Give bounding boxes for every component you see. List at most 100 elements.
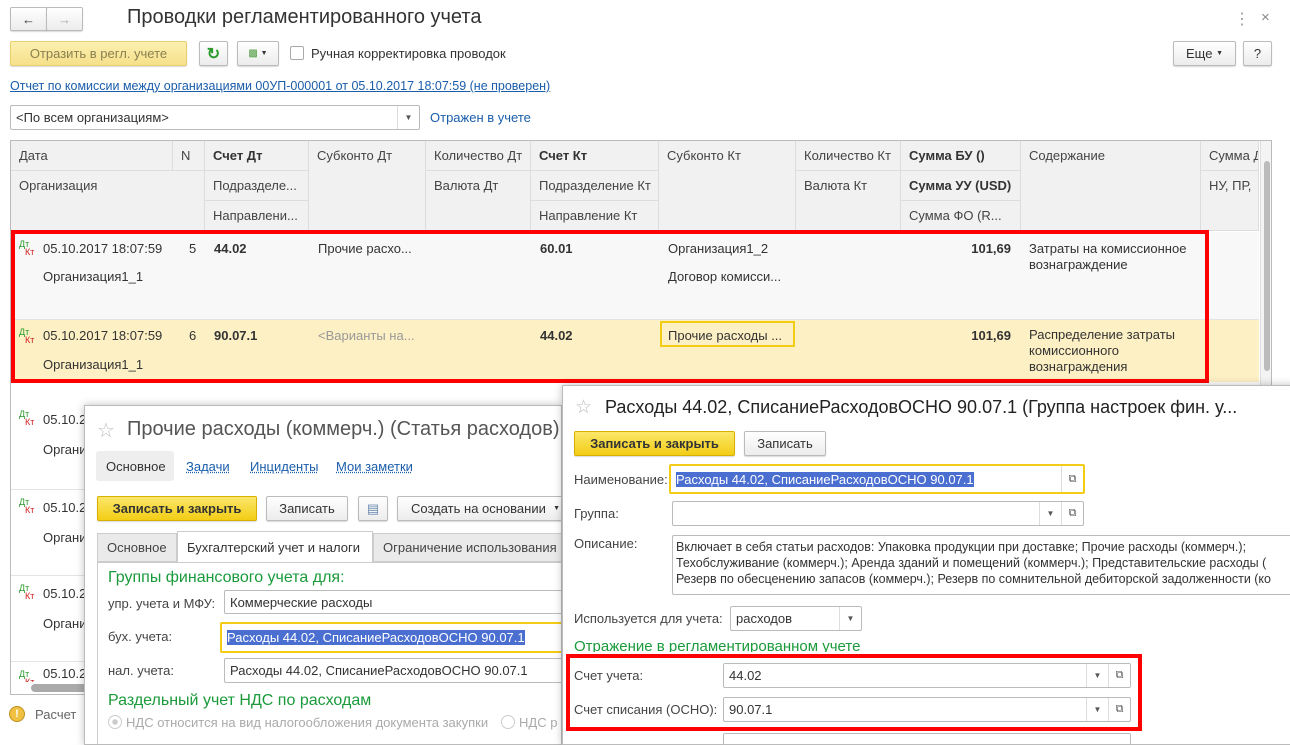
col-dept-kt[interactable]: Подразделение Кт <box>531 171 659 201</box>
save-close-button[interactable]: Записать и закрыть <box>574 431 735 456</box>
mgmt-field[interactable]: Коммерческие расходы <box>224 590 561 614</box>
col-sum-uu[interactable]: Сумма УУ (USD) <box>901 171 1021 201</box>
favorite-star-icon[interactable]: ☆ <box>575 397 593 418</box>
account-field-value: 44.02 <box>729 668 762 683</box>
radio-vat-doc[interactable] <box>108 715 122 729</box>
tab-accounting[interactable]: Бухгалтерский учет и налоги <box>177 531 373 563</box>
col-sum-d[interactable]: Сумма Д <box>1201 141 1259 171</box>
row-subk-kt: Организация1_2 <box>668 241 769 256</box>
tab-panel <box>97 562 561 744</box>
copy-icon: ▩ <box>248 48 258 59</box>
save-close-button[interactable]: Записать и закрыть <box>97 496 257 521</box>
col-cur-kt[interactable]: Валюта Кт <box>796 171 901 231</box>
col-acc-kt[interactable]: Счет Кт <box>531 141 659 171</box>
open-icon[interactable]: ⧉ <box>1061 502 1083 525</box>
row-n: 5 <box>189 241 197 256</box>
col-subk-dt[interactable]: Субконто Дт <box>309 141 426 231</box>
col-org[interactable]: Организация <box>11 171 205 231</box>
save-button[interactable]: Записать <box>266 496 348 521</box>
col-qty-kt[interactable]: Количество Кт <box>796 141 901 171</box>
radio-vat-other-label: НДС р <box>519 715 558 730</box>
copy-menu-button[interactable]: ▩ ▼ <box>237 41 279 66</box>
dt-kt-icon: Дт Кт <box>19 669 35 683</box>
col-cur-dt[interactable]: Валюта Дт <box>426 171 531 231</box>
col-sum-fo[interactable]: Сумма ФО (R... <box>901 201 1021 231</box>
nav-tasks[interactable]: Задачи <box>186 459 230 474</box>
table-row[interactable]: Дт Кт 05.10.2017 18:07:59 5 44.02 Прочие … <box>11 232 1259 320</box>
row-subk-dt: Прочие расхо... <box>318 241 412 256</box>
col-acc-dt[interactable]: Счет Дт <box>205 141 309 171</box>
forward-button[interactable]: → <box>46 7 83 31</box>
favorite-star-icon[interactable]: ☆ <box>97 420 115 442</box>
manual-correction-label: Ручная корректировка проводок <box>311 46 506 61</box>
col-qty-dt[interactable]: Количество Дт <box>426 141 531 171</box>
dt-kt-icon: Дт Кт <box>19 497 35 515</box>
nav-main[interactable]: Основное <box>96 451 174 481</box>
group-field[interactable]: ▼ ⧉ <box>672 501 1084 526</box>
tab-main[interactable]: Основное <box>97 533 177 562</box>
desc-line: Резерв по обесценению запасов (коммерч.)… <box>676 572 1271 586</box>
col-date[interactable]: Дата <box>11 141 173 171</box>
col-nu[interactable]: НУ, ПР, <box>1201 171 1259 231</box>
name-label: Наименование: <box>574 472 668 487</box>
row-sum: 101,69 <box>971 328 1011 343</box>
acc-field-value: Расходы 44.02, СписаниеРасходовОСНО 90.0… <box>227 630 525 645</box>
status-link[interactable]: Отражен в учете <box>430 110 531 125</box>
tax-field[interactable]: Расходы 44.02, СписаниеРасходовОСНО 90.0… <box>224 658 561 683</box>
organization-filter[interactable]: <По всем организациям> ▼ <box>10 105 420 130</box>
close-icon[interactable]: × <box>1261 9 1270 26</box>
account-field[interactable]: 44.02 ▼ ⧉ <box>723 663 1131 688</box>
table-row[interactable]: Дт Кт 05.10.2 <box>11 662 1259 682</box>
open-icon[interactable]: ⧉ <box>1108 664 1130 687</box>
name-field[interactable]: Расходы 44.02, СписаниеРасходовОСНО 90.0… <box>669 464 1085 494</box>
window-title: Расходы 44.02, СписаниеРасходовОСНО 90.0… <box>605 397 1238 417</box>
col-dir-dt[interactable]: Направлени... <box>205 201 309 231</box>
open-icon[interactable]: ⧉ <box>1108 698 1130 721</box>
dt-kt-icon: Дт Кт <box>19 409 35 427</box>
open-icon[interactable]: ⧉ <box>1061 466 1083 492</box>
col-sum-bu[interactable]: Сумма БУ () <box>901 141 1021 171</box>
document-link[interactable]: Отчет по комиссии между организациями 00… <box>10 79 551 93</box>
fin-group-window: ☆ Расходы 44.02, СписаниеРасходовОСНО 90… <box>562 385 1290 745</box>
table-row-selected[interactable]: Дт Кт 05.10.2017 18:07:59 6 90.07.1 <Вари… <box>11 320 1259 382</box>
row-content: Затраты на комиссионное вознаграждение <box>1029 241 1187 272</box>
used-select[interactable]: расходов ▼ <box>730 606 862 631</box>
col-dir-kt[interactable]: Направление Кт <box>531 201 659 231</box>
acc-field[interactable]: Расходы 44.02, СписаниеРасходовОСНО 90.0… <box>220 622 561 653</box>
chevron-down-icon[interactable]: ▼ <box>1039 502 1061 525</box>
row-org: Органи <box>43 530 87 545</box>
col-n[interactable]: N <box>173 141 205 171</box>
nav-incidents[interactable]: Инциденты <box>250 459 319 474</box>
col-subk-kt[interactable]: Субконто Кт <box>659 141 796 231</box>
more-button[interactable]: Еще ▼ <box>1173 41 1236 66</box>
row-subk-kt2: Договор комисси... <box>668 269 782 284</box>
radio-vat-other[interactable] <box>501 715 515 729</box>
chevron-down-icon[interactable]: ▼ <box>1086 698 1108 721</box>
back-button[interactable]: ← <box>10 7 47 31</box>
row-subk-kt-active[interactable]: Прочие расходы ... <box>660 321 795 347</box>
col-dept-dt[interactable]: Подразделе... <box>205 171 309 201</box>
col-content[interactable]: Содержание <box>1021 141 1201 231</box>
writeoff-field[interactable]: 90.07.1 ▼ ⧉ <box>723 697 1131 722</box>
next-field[interactable] <box>723 733 1131 744</box>
row-sum: 101,69 <box>971 241 1011 256</box>
tab-restriction[interactable]: Ограничение использования <box>373 533 561 562</box>
help-button[interactable]: ? <box>1243 41 1272 66</box>
row-org: Органи <box>43 442 87 457</box>
more-actions-icon[interactable]: ⋮ <box>1234 11 1250 28</box>
save-button[interactable]: Записать <box>744 431 826 456</box>
nav-notes[interactable]: Мои заметки <box>336 459 413 474</box>
desc-field[interactable]: Включает в себя статьи расходов: Упаковк… <box>672 535 1290 595</box>
chevron-down-icon[interactable]: ▼ <box>1086 664 1108 687</box>
create-based-button[interactable]: Создать на основании ▼ <box>397 496 561 521</box>
reflect-button[interactable]: Отразить в регл. учете <box>10 41 187 66</box>
manual-correction-checkbox[interactable] <box>290 46 304 60</box>
organization-filter-value: <По всем организациям> <box>16 110 169 125</box>
chevron-down-icon[interactable]: ▼ <box>839 607 861 630</box>
page-title: Проводки регламентированного учета <box>127 6 482 28</box>
section-fin-groups: Группы финансового учета для: <box>108 569 345 586</box>
chevron-down-icon[interactable]: ▼ <box>397 106 419 129</box>
report-button[interactable]: ▤ <box>358 496 388 521</box>
refresh-button[interactable]: ↻ <box>199 41 228 66</box>
red-highlight-rows <box>11 230 1209 383</box>
